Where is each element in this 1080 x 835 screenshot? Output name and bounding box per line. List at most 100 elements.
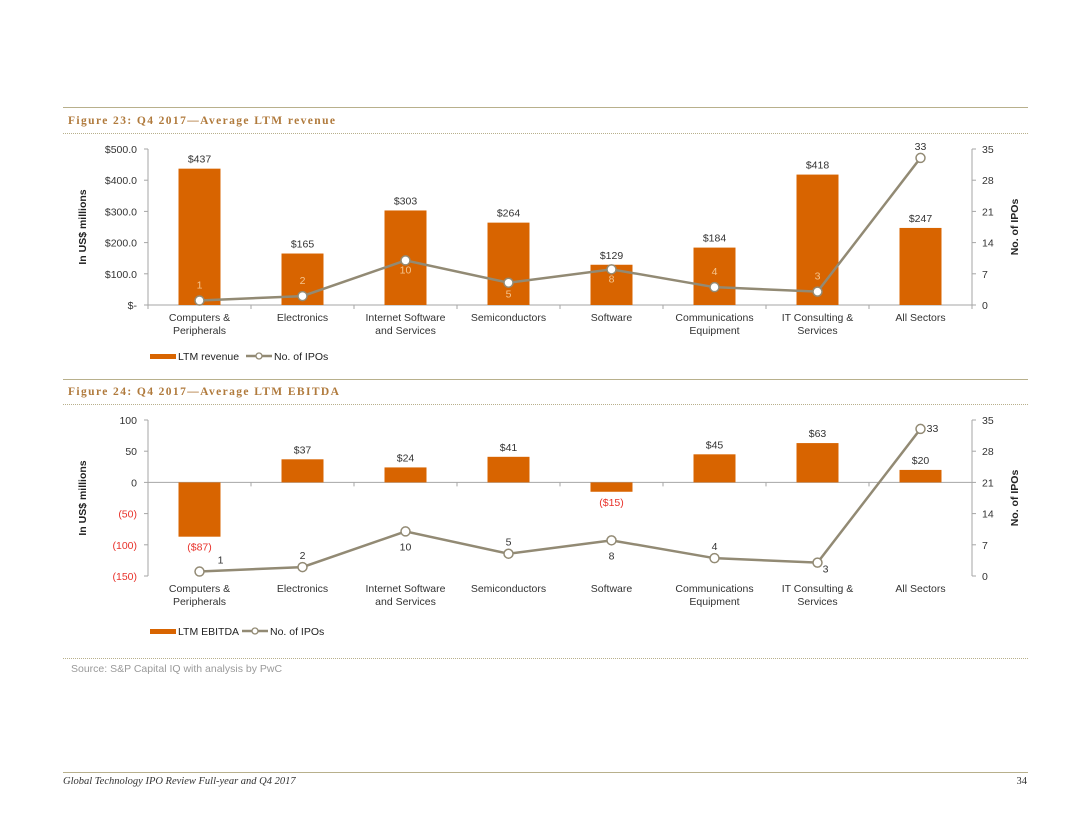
ipo-count-point [503, 277, 514, 288]
ipo-count-label: 10 [400, 541, 412, 553]
y-tick-label: 100 [119, 415, 137, 427]
y2-tick-label: 28 [982, 446, 994, 458]
legend-line-marker [251, 627, 259, 635]
ipo-count-label: 8 [609, 273, 615, 285]
ipo-count-label: 3 [815, 271, 821, 283]
legend-bar-swatch [150, 629, 176, 634]
ipo-count-label: 1 [218, 555, 224, 567]
ipo-count-label: 4 [712, 541, 718, 553]
y2-axis-title: No. of IPOs [1009, 199, 1021, 256]
bar-data-label: $45 [706, 439, 724, 451]
x-category-label: Software [591, 312, 633, 324]
x-category-label: IT Consulting & [782, 583, 854, 595]
ipo-count-point [400, 255, 411, 266]
y-tick-label: $- [128, 300, 138, 312]
ipo-count-point [194, 566, 205, 577]
y2-tick-label: 21 [982, 206, 994, 218]
ipo-count-point [194, 295, 205, 306]
footer-rule [63, 772, 1028, 773]
ipo-count-label: 33 [915, 141, 927, 153]
figure-divider-rule [63, 379, 1028, 380]
x-category-label: Communications [675, 312, 753, 324]
bar-data-label: $41 [500, 442, 518, 454]
ipo-count-point [606, 535, 617, 546]
x-category-label: Software [591, 583, 633, 595]
x-category-label: Computers & [169, 583, 230, 595]
ipo-count-label: 5 [506, 537, 512, 549]
legend-line-marker [255, 352, 263, 360]
figure-23-title: Figure 23: Q4 2017—Average LTM revenue [68, 115, 337, 127]
bar-data-label: $184 [703, 233, 727, 245]
bar [899, 469, 942, 483]
bar-data-label: $264 [497, 208, 521, 220]
legend-line-label: No. of IPOs [274, 351, 328, 363]
ipo-count-point [297, 290, 308, 302]
footer-title: Global Technology IPO Review Full-year a… [63, 776, 296, 787]
y2-tick-label: 35 [982, 144, 994, 156]
legend-bar-swatch [150, 354, 176, 359]
x-category-label: Computers & [169, 312, 230, 324]
figure-23-chart: $-$100.0$200.0$300.0$400.0$500.007142128… [77, 141, 1021, 363]
page-number: 34 [1016, 776, 1028, 787]
y2-tick-label: 0 [982, 300, 988, 312]
bar [487, 222, 530, 305]
ipo-count-line [199, 157, 922, 302]
bar [796, 174, 839, 305]
bar [693, 247, 736, 305]
bar [384, 467, 427, 483]
ipo-count-point [400, 526, 411, 537]
ipo-count-label: 33 [927, 423, 939, 435]
y-tick-label: 0 [131, 477, 137, 489]
x-category-label: Services [797, 325, 837, 337]
ipo-count-point [915, 423, 926, 435]
bar [178, 482, 221, 537]
legend-bar-label: LTM revenue [178, 351, 239, 363]
bar [590, 482, 633, 492]
bar-data-label: $37 [294, 444, 312, 456]
y-tick-label: $500.0 [105, 144, 137, 156]
bar-data-label: $303 [394, 195, 418, 207]
x-category-label: and Services [375, 596, 436, 608]
bar [899, 227, 942, 305]
y-tick-label: (150) [112, 571, 137, 583]
ipo-count-point [606, 264, 617, 275]
ipo-count-label: 8 [609, 550, 615, 562]
bar-data-label: $129 [600, 250, 624, 262]
bar-data-label: $20 [912, 455, 930, 467]
x-category-label: Equipment [689, 325, 739, 337]
legend-line-label: No. of IPOs [270, 626, 324, 638]
x-category-label: Internet Software [366, 583, 446, 595]
x-category-label: Semiconductors [471, 583, 546, 595]
y2-tick-label: 21 [982, 477, 994, 489]
bar [796, 443, 839, 483]
y-axis-title: In US$ millions [77, 460, 89, 535]
x-category-label: and Services [375, 325, 436, 337]
top-rule [63, 107, 1028, 108]
ipo-count-point [915, 152, 926, 164]
y-tick-label: $300.0 [105, 206, 137, 218]
bar-data-label: $247 [909, 213, 933, 225]
x-category-label: IT Consulting & [782, 312, 854, 324]
ipo-count-label: 5 [506, 289, 512, 301]
ipo-count-point [297, 561, 308, 573]
x-category-label: Services [797, 596, 837, 608]
ipo-count-label: 10 [400, 264, 412, 276]
x-category-label: Internet Software [366, 312, 446, 324]
y2-tick-label: 35 [982, 415, 994, 427]
y-tick-label: $400.0 [105, 175, 137, 187]
figure-24-title-divider [63, 404, 1028, 405]
y2-tick-label: 14 [982, 509, 994, 521]
legend-bar-label: LTM EBITDA [178, 626, 239, 638]
ipo-count-point [503, 548, 514, 559]
y2-tick-label: 28 [982, 175, 994, 187]
y-axis-title: In US$ millions [77, 189, 89, 264]
ipo-count-point [812, 557, 823, 568]
x-category-label: Communications [675, 583, 753, 595]
bar [693, 454, 736, 483]
ipo-count-label: 2 [300, 275, 306, 287]
y2-tick-label: 14 [982, 238, 994, 250]
bar-data-label: ($15) [599, 497, 624, 509]
figure-23-title-divider [63, 133, 1028, 134]
source-note: Source: S&P Capital IQ with analysis by … [71, 663, 283, 675]
x-category-label: Electronics [277, 583, 328, 595]
